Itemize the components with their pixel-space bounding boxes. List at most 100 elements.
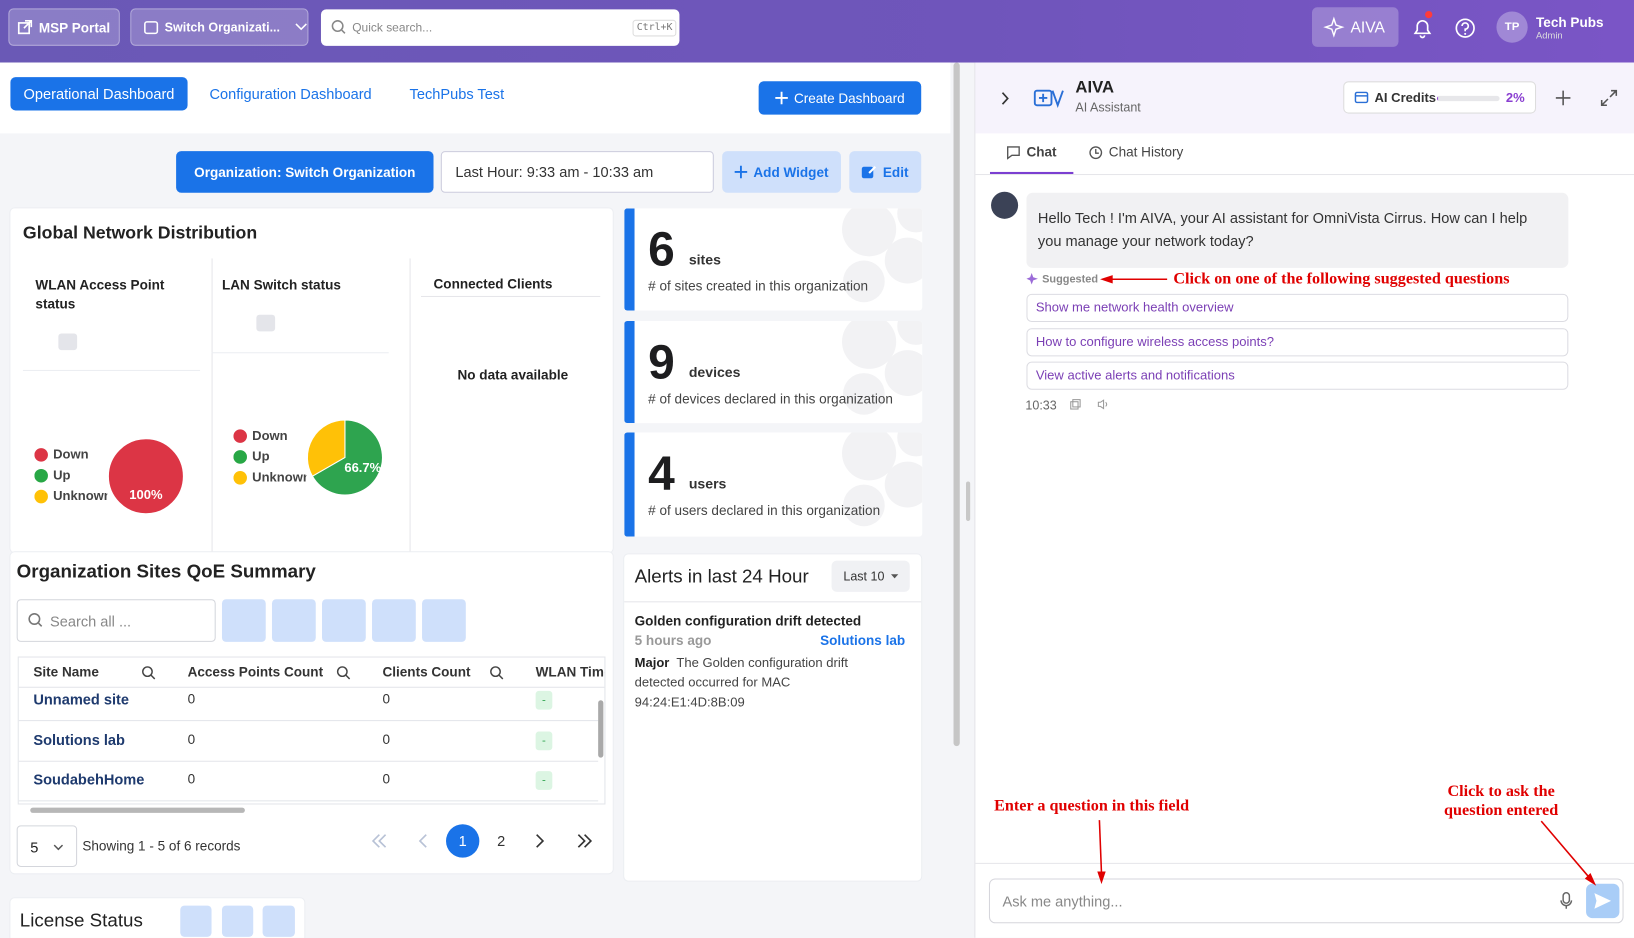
legend-swatch	[233, 449, 247, 464]
first-page[interactable]	[371, 834, 388, 849]
tab[interactable]: TechPubs Test	[409, 85, 505, 103]
menu-dots[interactable]	[58, 333, 78, 351]
last-page[interactable]	[576, 834, 593, 849]
legend-label: Down	[252, 428, 288, 443]
user-role: Admin	[1536, 30, 1563, 41]
collapse-icon[interactable]	[1001, 92, 1009, 106]
menu-dots[interactable]	[256, 314, 276, 332]
quick-search[interactable]: Quick search... Ctrl+K	[320, 9, 680, 46]
aiva-button[interactable]: AIVA	[1311, 7, 1399, 47]
column-search-icon[interactable]	[490, 666, 504, 680]
table-cell: 0	[382, 690, 390, 707]
status-chip: -	[535, 731, 553, 750]
legend-swatch	[233, 428, 247, 443]
wlan-panel: WLAN Access Point status Down Up Unknown 100…	[22, 273, 201, 544]
caret	[890, 573, 898, 578]
help-icon[interactable]	[1455, 18, 1476, 39]
clients-title: Connected Clients	[433, 276, 553, 292]
tab[interactable]: Configuration Dashboard	[209, 85, 372, 103]
tab-active[interactable]: Operational Dashboard	[10, 77, 188, 111]
legend-label: Up	[53, 467, 71, 483]
user-name: Tech Pubs	[1536, 14, 1604, 31]
page-size: 5	[30, 838, 39, 856]
page-button[interactable]: 2	[497, 832, 506, 850]
page-button[interactable]: 1	[446, 824, 480, 858]
chat-input[interactable]: Ask me anything...	[988, 878, 1624, 924]
tool-button[interactable]	[271, 599, 316, 642]
avatar[interactable]: TP	[1496, 11, 1528, 43]
suggestion[interactable]: How to configure wireless access points?	[1026, 328, 1569, 357]
icon-part	[498, 674, 504, 680]
stat-description: # of users declared in this organization	[648, 502, 881, 518]
edit-label: Edit	[882, 164, 909, 180]
plus-icon	[734, 165, 748, 179]
chat-icon	[1007, 146, 1020, 160]
stat-value: 6	[648, 221, 675, 277]
stat-description: # of devices declared in this organizati…	[648, 390, 893, 407]
create-dashboard-button[interactable]: Create Dashboard	[758, 81, 922, 115]
search-placeholder: Quick search...	[352, 21, 433, 35]
annotation: Click on one of the following suggested …	[1173, 269, 1510, 288]
pie: 66.7%	[306, 419, 383, 496]
switch-org-button[interactable]: Switch Organizati...	[130, 8, 309, 46]
pie-slice	[107, 438, 184, 515]
column-header: WLAN Time	[535, 663, 606, 680]
legend-swatch	[34, 447, 48, 462]
organization-button[interactable]: Organization: Switch Organization	[176, 151, 434, 193]
new-chat-icon[interactable]	[1555, 90, 1571, 106]
qoe-search[interactable]: Search all ...	[16, 599, 216, 642]
sparkle-icon	[1026, 273, 1038, 285]
alerts-card	[624, 554, 922, 881]
legend-swatch	[34, 468, 48, 482]
table-cell: 0	[187, 690, 196, 707]
suggestion[interactable]: View active alerts and notifications	[1026, 361, 1569, 390]
alerts-title: Alerts in last 24 Hour	[634, 565, 809, 587]
msp-portal-button[interactable]: MSP Portal	[8, 8, 120, 46]
tool-button[interactable]	[372, 599, 416, 642]
time-range-label: Last Hour: 9:33 am - 10:33 am	[455, 163, 654, 181]
license-icon[interactable]	[262, 905, 295, 937]
edit-button[interactable]: Edit	[849, 151, 922, 193]
splitter[interactable]	[966, 481, 971, 522]
alert-site[interactable]: Solutions lab	[820, 632, 906, 649]
credits-box[interactable]: AI Credits 2%	[1343, 81, 1537, 114]
lan-panel: LAN Switch status Down Up Unknown 66.7%	[211, 273, 399, 544]
suggested-label: Suggested	[1042, 273, 1099, 286]
next-page[interactable]	[535, 834, 545, 849]
column-search-icon[interactable]	[142, 666, 156, 680]
pie-slice	[311, 419, 383, 496]
input-placeholder: Ask me anything...	[1002, 893, 1123, 910]
divider	[624, 601, 922, 603]
column-search-icon[interactable]	[336, 666, 351, 680]
license-icon[interactable]	[221, 905, 254, 937]
tool-button[interactable]	[221, 599, 266, 642]
alert-severity: Major	[634, 655, 670, 671]
bell-icon[interactable]	[1412, 10, 1433, 39]
time-range[interactable]: Last Hour: 9:33 am - 10:33 am	[440, 151, 714, 193]
decor-circle	[884, 237, 923, 284]
send-button[interactable]	[1586, 883, 1620, 919]
prev-page[interactable]	[418, 834, 428, 849]
tool-button[interactable]	[422, 599, 466, 642]
divider	[211, 258, 213, 553]
tab-chat[interactable]: Chat	[1026, 143, 1057, 160]
speak-icon[interactable]	[1097, 399, 1110, 410]
add-widget-button[interactable]: Add Widget	[722, 151, 841, 193]
message-time: 10:33	[1025, 398, 1057, 413]
copy-icon[interactable]	[1070, 399, 1081, 410]
license-icon[interactable]	[180, 905, 212, 937]
page-size-select[interactable]: 5	[16, 825, 78, 868]
tool-button[interactable]	[322, 599, 366, 642]
stats: 6 sites # of sites created in this organiz…	[624, 208, 923, 541]
mic-icon[interactable]	[1560, 892, 1573, 910]
site-link[interactable]: Solutions lab	[33, 731, 125, 748]
icon-part	[345, 674, 351, 680]
suggestion[interactable]: Show me network health overview	[1026, 293, 1569, 323]
site-link[interactable]: SoudabehHome	[33, 771, 145, 788]
site-link[interactable]: Unnamed site	[33, 690, 130, 708]
alerts-filter[interactable]: Last 10	[831, 560, 910, 592]
tab-chat-history[interactable]: Chat History	[1108, 143, 1184, 160]
expand-icon[interactable]	[1600, 89, 1618, 107]
send-icon	[1594, 893, 1612, 909]
annotation: Enter a question in this field	[994, 797, 1190, 815]
